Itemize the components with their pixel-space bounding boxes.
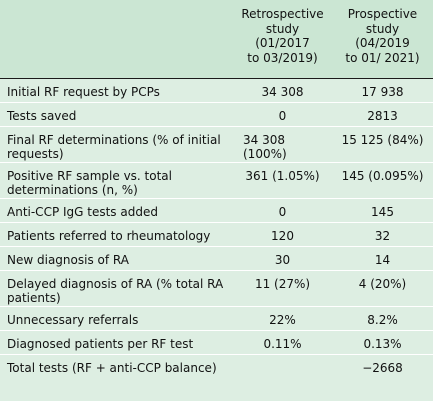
table-row: New diagnosis of RA 30 14 [0, 246, 433, 271]
cell-prospective: 14 [332, 246, 433, 271]
cell-prospective: 4 (20%) [332, 270, 433, 307]
row-label-line: Unnecessary referrals [7, 312, 139, 327]
cell-line: 145 (0.095%) [341, 168, 424, 183]
cell-prospective: 145 (0.095%) [332, 162, 433, 199]
cell-line: 32 [374, 228, 391, 243]
cell-prospective: 0.13% [332, 330, 433, 355]
cell-line: 8.2% [367, 312, 398, 327]
cell-retrospective: 0.11% [233, 330, 332, 355]
row-label: Final RF determinations (% of initial re… [0, 126, 233, 163]
cell-prospective: −2668 [332, 354, 433, 378]
table-row: Patients referred to rheumatology 120 32 [0, 222, 433, 247]
row-label-line: Positive RF sample vs. total [7, 168, 172, 183]
table-row: Total tests (RF + anti-CCP balance) −266… [0, 354, 433, 378]
row-label: Delayed diagnosis of RA (% total RA pati… [0, 270, 233, 307]
row-label: Anti-CCP IgG tests added [0, 198, 233, 223]
row-label-line: New diagnosis of RA [7, 252, 129, 267]
cell-line: 34 308 [261, 84, 304, 99]
row-label: Tests saved [0, 102, 233, 127]
cell-line: 15 125 (84%) [341, 132, 424, 147]
table-row: Delayed diagnosis of RA (% total RA pati… [0, 270, 433, 307]
table-row: Positive RF sample vs. total determinati… [0, 162, 433, 199]
row-label-line: Delayed diagnosis of RA (% total RA [7, 276, 224, 291]
row-label-line: Anti-CCP IgG tests added [7, 204, 158, 219]
cell-prospective: 32 [332, 222, 433, 247]
header-row: Retrospective study (01/2017 to 03/2019)… [0, 0, 433, 79]
row-label: Diagnosed patients per RF test [0, 330, 233, 355]
cell-prospective: 17 938 [332, 78, 433, 103]
table-row: Final RF determinations (% of initial re… [0, 126, 433, 163]
cell-line: 17 938 [361, 84, 404, 99]
cell-line: 0.13% [363, 336, 402, 351]
header-pro-line: to 01/ 2021) [345, 50, 420, 65]
cell-retrospective: 22% [233, 306, 332, 331]
cell-line: 4 (20%) [358, 276, 407, 291]
cell-retrospective: 34 308 [233, 78, 332, 103]
table-row: Anti-CCP IgG tests added 0 145 [0, 198, 433, 223]
row-label: Positive RF sample vs. total determinati… [0, 162, 233, 199]
row-label-line: Patients referred to rheumatology [7, 228, 211, 243]
cell-retrospective: 361 (1.05%) [233, 162, 332, 199]
cell-prospective: 8.2% [332, 306, 433, 331]
cell-line: 0 [278, 204, 287, 219]
row-label-line: Tests saved [7, 108, 77, 123]
comparison-table: Retrospective study (01/2017 to 03/2019)… [0, 0, 433, 378]
header-pro-line: study [365, 21, 400, 36]
cell-line: (100%) [243, 147, 287, 161]
row-label-line: determinations (n, %) [7, 183, 138, 197]
cell-line: 22% [269, 312, 296, 327]
row-label-line: patients) [7, 291, 61, 305]
row-label-line: requests) [7, 147, 64, 161]
cell-line: 34 308 [243, 132, 285, 147]
cell-retrospective: 0 [233, 198, 332, 223]
cell-retrospective [233, 354, 332, 378]
cell-line: 361 (1.05%) [245, 168, 320, 183]
row-label-line: Diagnosed patients per RF test [7, 336, 194, 351]
cell-retrospective: 34 308 (100%) [233, 126, 332, 163]
row-label: Patients referred to rheumatology [0, 222, 233, 247]
table-row: Tests saved 0 2813 [0, 102, 433, 127]
row-label: Total tests (RF + anti-CCP balance) [0, 354, 233, 378]
header-retrospective: Retrospective study (01/2017 to 03/2019) [233, 0, 332, 79]
row-label-line: Total tests (RF + anti-CCP balance) [7, 360, 217, 375]
cell-retrospective: 30 [233, 246, 332, 271]
cell-prospective: 145 [332, 198, 433, 223]
table-row: Initial RF request by PCPs 34 308 17 938 [0, 78, 433, 103]
header-prospective: Prospective study (04/2019 to 01/ 2021) [332, 0, 433, 79]
header-retro-line: Retrospective [241, 7, 324, 21]
row-label: New diagnosis of RA [0, 246, 233, 271]
header-retro-line: to 03/2019) [247, 50, 318, 65]
header-retro-line: (01/2017 [255, 36, 310, 50]
table-row: Unnecessary referrals 22% 8.2% [0, 306, 433, 331]
row-label-line: Initial RF request by PCPs [7, 84, 160, 99]
cell-line: 11 (27%) [254, 276, 311, 291]
table-row: Diagnosed patients per RF test 0.11% 0.1… [0, 330, 433, 355]
cell-line: 145 [371, 204, 394, 219]
cell-line: 0.11% [263, 336, 302, 351]
cell-line: 120 [271, 228, 294, 243]
header-pro-line: Prospective [347, 7, 418, 21]
cell-line: −2668 [362, 360, 403, 375]
header-blank [0, 0, 233, 79]
cell-prospective: 15 125 (84%) [332, 126, 433, 163]
cell-line: 14 [374, 252, 391, 267]
row-label: Initial RF request by PCPs [0, 78, 233, 103]
cell-line: 2813 [367, 108, 398, 123]
cell-prospective: 2813 [332, 102, 433, 127]
row-label: Unnecessary referrals [0, 306, 233, 331]
cell-retrospective: 120 [233, 222, 332, 247]
cell-line: 30 [274, 252, 291, 267]
cell-line: 0 [278, 108, 287, 123]
row-label-line: Final RF determinations (% of initial [7, 132, 221, 147]
cell-retrospective: 0 [233, 102, 332, 127]
header-retro-line: study [265, 21, 300, 36]
header-pro-line: (04/2019 [355, 36, 410, 50]
cell-retrospective: 11 (27%) [233, 270, 332, 307]
